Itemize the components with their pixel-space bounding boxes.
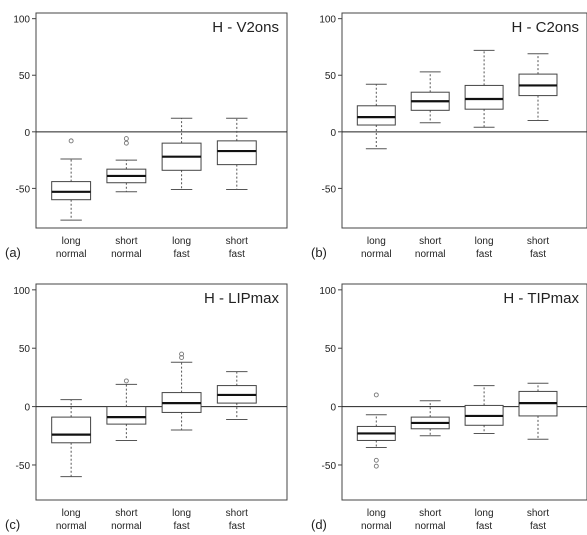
- category-label: long: [172, 236, 191, 247]
- y-tick-label: 50: [325, 71, 337, 82]
- category-label: fast: [174, 249, 190, 260]
- panel-title: H - C2ons: [511, 19, 579, 36]
- category-label: short: [419, 236, 441, 247]
- plot-frame: [35, 12, 288, 229]
- y-tick-label: -50: [16, 184, 31, 195]
- y-tick-label: 0: [24, 403, 30, 414]
- category-label: long: [62, 236, 81, 247]
- outlier-point: [373, 457, 379, 463]
- category-label: short: [115, 236, 137, 247]
- box-iqr: [51, 181, 92, 201]
- category-label: normal: [56, 249, 87, 260]
- panel-b: 100 50 0 -50 H - C2ons (b) long normal short norm…: [311, 12, 587, 260]
- category-label: fast: [229, 521, 245, 532]
- panel-d: 100 50 0 -50 H - TIPmax (d) long normal short nor…: [311, 283, 587, 532]
- category-label: short: [527, 508, 549, 519]
- category-label: long: [62, 508, 81, 519]
- category-label: fast: [530, 521, 546, 532]
- panel-label: (c): [5, 517, 20, 532]
- panel-label: (b): [311, 245, 327, 260]
- y-tick-label: 100: [13, 15, 30, 26]
- category-label: fast: [476, 521, 492, 532]
- plot-frame: [341, 12, 587, 229]
- category-label: normal: [415, 249, 446, 260]
- panel-title: H - TIPmax: [503, 290, 579, 307]
- box-iqr: [216, 140, 257, 166]
- panel-title: H - LIPmax: [204, 290, 280, 307]
- box-iqr: [356, 105, 396, 126]
- category-label: normal: [111, 521, 142, 532]
- y-tick-label: 100: [319, 15, 336, 26]
- y-tick-label: 100: [13, 286, 30, 297]
- box-iqr: [464, 84, 504, 110]
- category-label: fast: [476, 249, 492, 260]
- panel-label: (a): [5, 245, 21, 260]
- category-label: long: [475, 508, 494, 519]
- y-tick-label: -50: [322, 461, 337, 472]
- category-label: normal: [361, 249, 392, 260]
- category-label: fast: [530, 249, 546, 260]
- category-label: fast: [174, 521, 190, 532]
- outlier-point: [123, 140, 129, 146]
- category-label: normal: [111, 249, 142, 260]
- category-label: long: [367, 508, 386, 519]
- y-tick-label: 100: [319, 286, 336, 297]
- y-tick-label: 0: [330, 128, 336, 139]
- panel-c: 100 50 0 -50 H - LIPmax (c) long normal short nor…: [5, 283, 288, 532]
- panel-label: (d): [311, 517, 327, 532]
- y-tick-label: 50: [19, 344, 31, 355]
- y-tick-label: 0: [330, 403, 336, 414]
- outlier-point: [68, 138, 74, 144]
- category-label: short: [226, 236, 248, 247]
- category-label: long: [172, 508, 191, 519]
- category-label: long: [475, 236, 494, 247]
- category-label: short: [419, 508, 441, 519]
- outlier-point: [179, 351, 185, 357]
- outlier-point: [123, 378, 129, 384]
- category-label: long: [367, 236, 386, 247]
- outlier-point: [123, 136, 129, 142]
- panel-title: H - V2ons: [212, 19, 279, 36]
- outlier-point: [373, 463, 379, 469]
- category-label: normal: [361, 521, 392, 532]
- category-label: normal: [56, 521, 87, 532]
- category-label: short: [226, 508, 248, 519]
- panel-a: 100 50 0 -50 H - V2ons (a) long normal short norm…: [5, 12, 288, 260]
- outlier-point: [179, 355, 185, 361]
- category-label: normal: [415, 521, 446, 532]
- y-tick-label: 50: [19, 71, 31, 82]
- plot-frame: [35, 283, 288, 501]
- box-iqr: [106, 406, 147, 425]
- y-tick-label: 0: [24, 128, 30, 139]
- plot-frame: [341, 283, 587, 501]
- y-tick-label: -50: [322, 184, 337, 195]
- y-tick-label: -50: [16, 461, 31, 472]
- category-label: short: [527, 236, 549, 247]
- box-iqr: [51, 416, 92, 444]
- category-label: short: [115, 508, 137, 519]
- outlier-point: [373, 392, 379, 398]
- y-tick-label: 50: [325, 344, 337, 355]
- category-label: fast: [229, 249, 245, 260]
